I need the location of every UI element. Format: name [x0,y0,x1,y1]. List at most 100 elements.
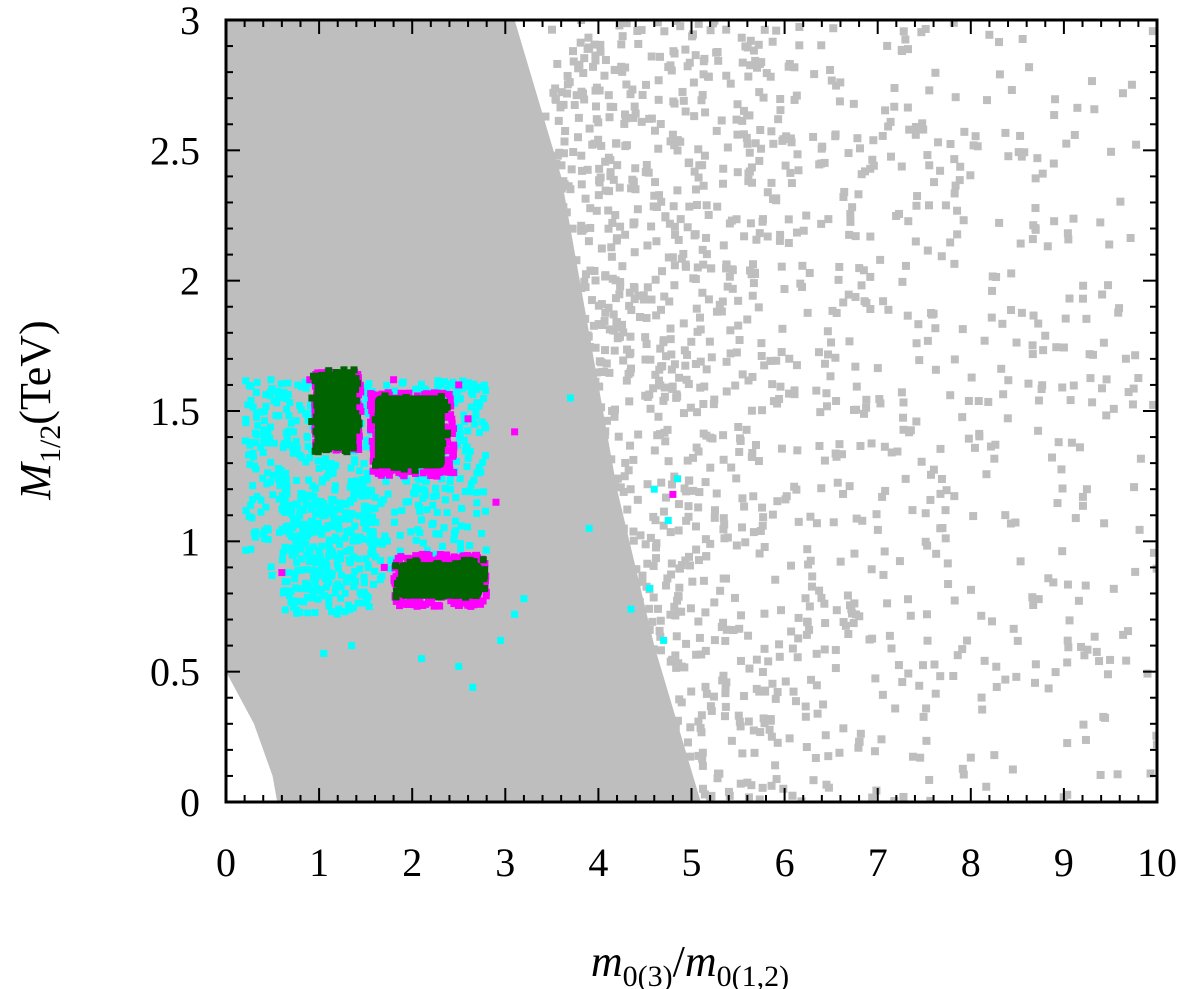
grey-point [704,210,713,219]
grey-point [710,513,719,522]
grey-point [923,151,932,160]
grey-point [934,138,943,147]
cyan-point [335,525,343,533]
cyan-point [418,385,426,393]
green-point [342,398,350,406]
grey-point [898,677,907,686]
grey-point [619,356,628,365]
grey-point [702,201,711,210]
green-point [336,389,344,397]
green-point [355,420,363,428]
grey-point [772,775,781,784]
grey-point [792,91,801,100]
grey-point [629,220,638,229]
green-point [405,446,413,454]
cyan-point [391,508,399,516]
green-point [409,453,417,461]
grey-point [647,52,656,61]
grey-point [899,413,908,422]
grey-point [659,521,668,530]
cyan-point [456,475,464,483]
grey-point [1029,601,1038,610]
grey-point [822,402,831,411]
green-point [411,396,419,404]
grey-point [666,657,675,666]
grey-point [621,732,630,741]
cyan-point [279,549,287,557]
grey-point [878,131,887,140]
cyan-point [293,444,301,452]
grey-point [672,632,681,641]
x-tick-label: 9 [1054,840,1074,885]
green-point [421,423,429,431]
grey-point [851,610,860,619]
grey-point [709,400,718,409]
grey-point [911,122,920,131]
cyan-point [267,458,275,466]
grey-point [814,348,823,357]
grey-point [549,88,558,97]
grey-point [572,397,581,406]
grey-point [771,575,780,584]
cyan-point [337,583,345,591]
grey-point [738,58,747,67]
grey-point [603,561,612,570]
grey-point [576,390,585,399]
grey-point [755,229,764,238]
grey-point [739,692,748,701]
magenta-point [392,572,400,580]
grey-point [735,624,744,633]
grey-point [577,151,586,160]
grey-point [749,528,758,537]
grey-point [967,373,976,382]
cyan-point [358,476,366,484]
grey-point [553,675,562,684]
grey-point [626,485,635,494]
grey-point [1126,234,1135,243]
grey-point [955,176,964,185]
grey-point [804,560,813,569]
cyan-point [369,580,377,588]
grey-point [1066,396,1075,405]
grey-point [1024,379,1033,388]
cyan-point [250,529,258,537]
grey-point [816,408,825,417]
grey-point [744,376,753,385]
grey-point [579,724,588,733]
cyan-point [309,566,317,574]
cyan-point [278,492,286,500]
green-point [321,389,329,397]
cyan-point [283,490,291,498]
grey-point [714,769,723,778]
grey-point [802,630,811,639]
green-point [380,413,388,421]
grey-point [679,319,688,328]
grey-point [580,479,589,488]
grey-point [631,642,640,651]
grey-point [760,609,769,618]
grey-point [563,89,572,98]
grey-point [584,33,593,42]
grey-point [673,716,682,725]
green-point [413,440,421,448]
grey-point [1077,642,1086,651]
grey-point [571,667,580,676]
magenta-point [373,391,381,399]
grey-point [646,795,655,802]
grey-point [685,785,694,794]
green-point [403,425,411,433]
green-point [413,588,421,596]
cyan-point [325,468,333,476]
grey-point [610,536,619,545]
grey-point [666,324,675,333]
grey-point [794,166,803,175]
grey-point [766,356,775,365]
cyan-point [464,427,472,435]
grey-point [625,288,634,297]
grey-point [756,125,765,134]
grey-point [616,282,625,291]
grey-point [949,671,958,680]
grey-point [637,25,646,34]
grey-point [616,483,625,492]
grey-point [559,308,568,317]
